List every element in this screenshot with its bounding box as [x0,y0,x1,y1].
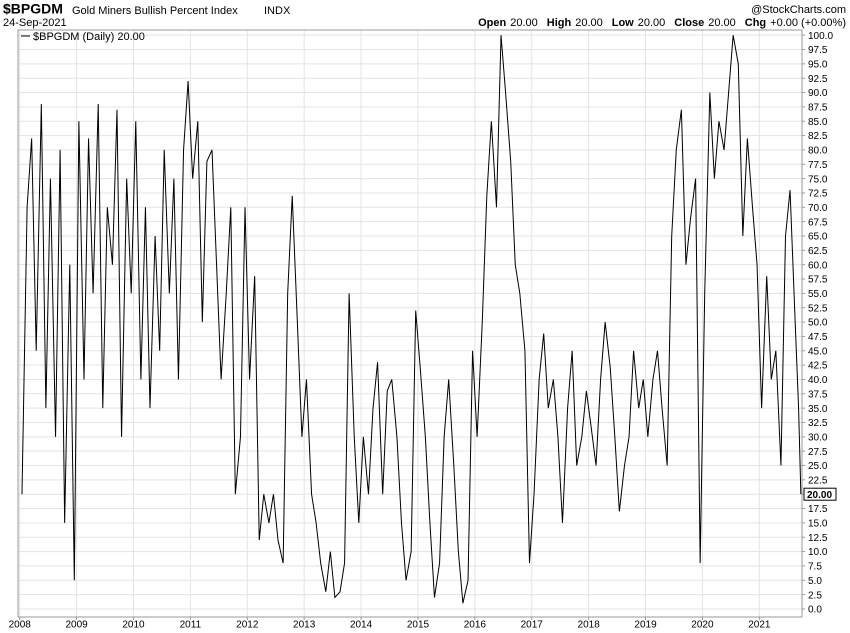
y-tick-label: 17.5 [808,504,828,515]
y-tick-label: 52.5 [808,303,828,314]
y-tick-label: 35.0 [808,404,828,415]
quote-label: Open [478,17,506,29]
y-tick-label: 62.5 [808,246,828,257]
y-tick-label: 90.0 [808,88,828,99]
x-tick-label: 2020 [691,620,714,631]
x-tick-label: 2019 [634,620,657,631]
y-tick-label: 25.0 [808,461,828,472]
x-tick-label: 2013 [293,620,316,631]
y-tick-label: 85.0 [808,117,828,128]
y-tick-label: 47.5 [808,332,828,343]
quote-value: 20.00 [575,17,603,29]
quote-value: 20.00 [708,17,736,29]
quote-label: Close [674,17,704,29]
y-tick-label: 55.0 [808,289,828,300]
x-tick-label: 2010 [122,620,145,631]
y-tick-label: 77.5 [808,160,828,171]
y-tick-label: 67.5 [808,217,828,228]
date: 24-Sep-2021 [3,17,67,29]
quote-value: +0.00 (+0.00%) [770,17,846,29]
y-tick-label: 22.5 [808,476,828,487]
y-tick-label: 32.5 [808,418,828,429]
x-tick-label: 2018 [578,620,601,631]
price-line [21,35,802,604]
quote-label: High [547,17,572,29]
y-tick-label: 97.5 [808,45,828,56]
y-tick-label: 15.0 [808,519,828,530]
y-tick-label: 95.0 [808,59,828,70]
y-tick-label: 75.0 [808,174,828,185]
x-tick-label: 2014 [350,620,373,631]
quote: +0.00 (+0.00%) Chg 20.00 Close 20.00 Low 20.00… [478,17,846,29]
x-tick-label: 2015 [407,620,430,631]
quote-value: 20.00 [510,17,538,29]
y-tick-label: 0.0 [808,605,822,616]
legend-label: $BPGDM (Daily) 20.00 [33,31,145,43]
plot-frame [17,29,803,618]
y-tick-label: 70.0 [808,203,828,214]
y-tick-label: 80.0 [808,146,828,157]
y-tick-label: 100.0 [808,31,833,42]
quote-value: 20.00 [638,17,666,29]
y-tick-label: 37.5 [808,389,828,400]
x-tick-label: 2011 [180,620,202,631]
y-tick-label: 92.5 [808,74,828,85]
y-tick-label: 27.5 [808,447,828,458]
quote-label: Low [612,17,634,29]
x-tick-label: 2017 [521,620,544,631]
exchange: INDX [264,5,291,17]
y-tick-label: 2.5 [808,590,822,601]
y-tick-label: 50.0 [808,318,828,329]
y-tick-label: 82.5 [808,131,828,142]
y-tick-label: 45.0 [808,346,828,357]
x-tick-label: 2016 [464,620,487,631]
y-tick-label: 65.0 [808,232,828,243]
y-tick-label: 10.0 [808,547,828,558]
watermark: @StockCharts.com [751,4,846,16]
chart-title: Gold Miners Bullish Percent Index [72,5,238,17]
quote-label: Chg [745,17,766,29]
x-tick-label: 2012 [236,620,259,631]
x-tick-label: 2021 [748,620,771,631]
symbol: $BPGDM [3,1,63,17]
y-tick-label: 42.5 [808,361,828,372]
y-tick-label: 57.5 [808,275,828,286]
y-tick-label: 12.5 [808,533,828,544]
y-tick-label: 87.5 [808,103,828,114]
y-tick-label: 5.0 [808,576,822,587]
grid [18,30,802,617]
y-tick-label: 60.0 [808,260,828,271]
last-value-box [803,487,837,501]
x-tick-label: 2008 [9,620,32,631]
last-value-label: 20.00 [807,490,832,501]
x-tick-label: 2009 [65,620,88,631]
y-tick-label: 7.5 [808,562,822,573]
y-tick-label: 30.0 [808,432,828,443]
y-tick-label: 72.5 [808,189,828,200]
y-tick-label: 40.0 [808,375,828,386]
